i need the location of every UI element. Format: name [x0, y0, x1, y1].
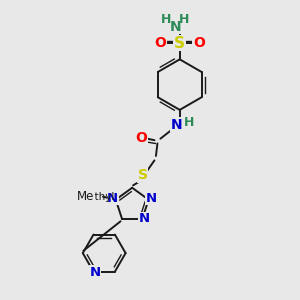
Text: O: O	[154, 36, 166, 50]
Text: N: N	[170, 118, 182, 132]
Text: N: N	[89, 266, 100, 279]
Text: methyl: methyl	[78, 192, 115, 202]
Text: H: H	[179, 13, 189, 26]
Text: H: H	[161, 13, 172, 26]
Text: H: H	[184, 116, 194, 130]
Text: Me: Me	[77, 190, 94, 202]
Text: N: N	[107, 192, 118, 205]
Text: S: S	[174, 35, 185, 50]
Text: N: N	[146, 192, 157, 205]
Text: S: S	[138, 168, 148, 182]
Text: O: O	[193, 36, 205, 50]
Text: O: O	[135, 131, 147, 145]
Text: N: N	[169, 20, 181, 34]
Text: N: N	[139, 212, 150, 225]
